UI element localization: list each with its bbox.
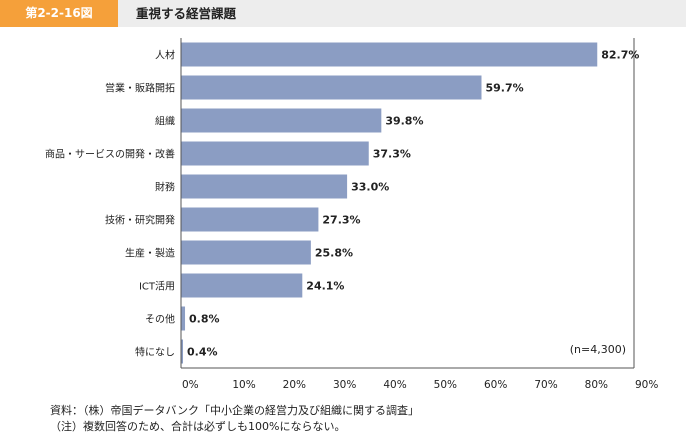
x-tick-label: 90% bbox=[635, 379, 658, 391]
category-label: 商品・サービスの開発・改善 bbox=[45, 148, 175, 161]
data-label: 0.8% bbox=[189, 313, 220, 326]
category-label: ICT活用 bbox=[139, 281, 175, 293]
category-label: 生産・製造 bbox=[125, 247, 175, 260]
data-label: 24.1% bbox=[306, 280, 344, 293]
figure-footer: 資料：（株）帝国データバンク「中小企業の経営力及び組織に関する調査」 （注）複数… bbox=[50, 403, 419, 435]
category-label: 特になし bbox=[135, 347, 175, 359]
data-label: 33.0% bbox=[351, 181, 389, 194]
x-tick-label: 50% bbox=[434, 379, 457, 391]
data-label: 27.3% bbox=[322, 214, 360, 227]
data-label: 59.7% bbox=[485, 82, 523, 95]
bar bbox=[181, 108, 382, 133]
category-label: 技術・研究開発 bbox=[105, 214, 175, 227]
data-label: 82.7% bbox=[601, 49, 639, 62]
bar bbox=[181, 339, 184, 364]
figure-title: 重視する経営課題 bbox=[136, 6, 237, 21]
source-note: 資料：（株）帝国データバンク「中小企業の経営力及び組織に関する調査」 bbox=[50, 404, 420, 417]
category-label: 人材 bbox=[155, 49, 175, 62]
data-label: 39.8% bbox=[385, 115, 423, 128]
x-tick-label: 0% bbox=[182, 379, 199, 391]
bar-chart: 人材 82.7% 営業・販路開拓 59.7% 組織 39.8% 商品・サービスの開発・改善 3… bbox=[45, 38, 658, 391]
bar bbox=[181, 141, 369, 166]
footnote: （注）複数回答のため、合計は必ずしも100%にならない。 bbox=[50, 420, 346, 433]
x-tick-label: 60% bbox=[484, 379, 507, 391]
x-tick-label: 70% bbox=[534, 379, 557, 391]
bar bbox=[181, 240, 311, 265]
bar bbox=[181, 273, 303, 298]
category-label: 財務 bbox=[155, 181, 175, 194]
data-label: 25.8% bbox=[315, 247, 353, 260]
bar bbox=[181, 75, 482, 100]
bar bbox=[181, 207, 319, 232]
sample-size-note: (n=4,300) bbox=[570, 343, 626, 356]
bar bbox=[181, 174, 348, 199]
category-label: 組織 bbox=[155, 115, 175, 128]
category-label: 営業・販路開拓 bbox=[105, 82, 175, 95]
category-label: その他 bbox=[145, 313, 175, 326]
data-label: 37.3% bbox=[373, 148, 411, 161]
bar bbox=[181, 306, 186, 331]
bar bbox=[181, 42, 598, 67]
x-tick-label: 30% bbox=[333, 379, 356, 391]
data-label: 0.4% bbox=[187, 346, 218, 359]
figure-number-label: 第2-2-16図 bbox=[0, 0, 118, 27]
x-tick-label: 40% bbox=[383, 379, 406, 391]
x-tick-label: 10% bbox=[232, 379, 255, 391]
x-tick-label: 80% bbox=[585, 379, 608, 391]
figure-header: 第2-2-16図 重視する経営課題 bbox=[0, 0, 686, 27]
x-tick-label: 20% bbox=[283, 379, 306, 391]
